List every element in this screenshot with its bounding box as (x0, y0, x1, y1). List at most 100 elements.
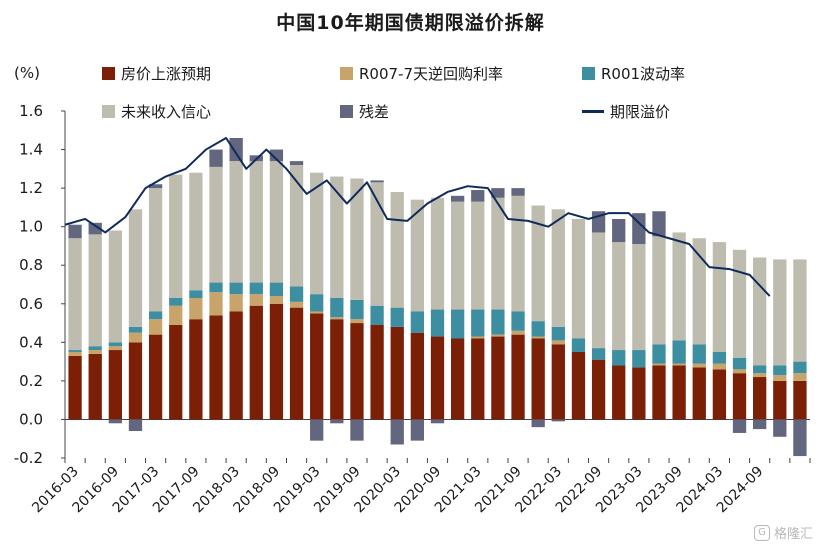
bar-segment (471, 190, 485, 202)
bar-segment (128, 419, 143, 432)
bar-segment (209, 292, 223, 316)
bar-segment (531, 336, 545, 339)
y-tick-label: 0.4 (19, 333, 43, 351)
bar-segment (793, 373, 807, 381)
bar-segment (108, 342, 122, 347)
legend-item-r007: R007-7天逆回购利率 (340, 63, 503, 84)
y-tick-label: 0.6 (19, 295, 43, 313)
bar-segment (148, 319, 163, 335)
bar-segment (692, 238, 706, 345)
bar-segment (491, 336, 505, 420)
bar-segment (450, 201, 465, 310)
bar-segment (773, 259, 787, 366)
bar-segment (330, 419, 344, 424)
bar-segment (88, 234, 102, 347)
bar-segment (450, 309, 465, 339)
bar-segment (128, 326, 143, 333)
bar-segment (410, 332, 425, 420)
bar-segment (491, 188, 505, 198)
bar-segment (249, 294, 263, 306)
bar-segment (753, 257, 767, 366)
bar-segment (652, 365, 666, 420)
watermark-text: 格隆汇 (773, 527, 813, 542)
y-tick-label: 1.4 (19, 141, 43, 159)
bar-segment (310, 313, 324, 420)
bar-segment (793, 419, 807, 457)
bar-segment (511, 311, 525, 331)
bar-segment (209, 282, 223, 293)
bar-segment (330, 319, 344, 420)
bar-segment (189, 290, 203, 298)
bar-segment (632, 367, 646, 420)
bar-segment (249, 282, 263, 295)
bar-segment (491, 334, 505, 337)
bar-segment (189, 297, 203, 320)
legend-label: R001波动率 (601, 65, 686, 83)
bar-segment (289, 164, 304, 287)
chart-title: 中国10年期国债期限溢价拆解 (276, 12, 545, 34)
bar-segment (108, 230, 122, 343)
bar-segment (148, 188, 163, 312)
bar-segment (148, 334, 163, 420)
bar-segment (229, 294, 243, 312)
bar-segment (289, 286, 304, 302)
bar-segment (88, 222, 102, 235)
bar-segment (189, 319, 203, 420)
bar-segment (169, 324, 183, 420)
bar-segment (773, 380, 787, 420)
bar-segment (571, 351, 586, 420)
bar-segment (128, 332, 143, 343)
bar-segment (350, 299, 364, 320)
bar-segment (471, 201, 485, 310)
bar-segment (591, 348, 606, 360)
bar-segment (773, 365, 787, 376)
bar-segment (632, 244, 646, 351)
bar-segment (672, 340, 686, 364)
bar-segment (551, 340, 565, 345)
bar-segment (88, 350, 102, 354)
bar-segment (551, 326, 565, 341)
bar-segment (511, 188, 525, 196)
bar-segment (571, 338, 586, 352)
bar-segment (571, 218, 586, 339)
bar-segment (249, 161, 263, 283)
bar-segment (430, 309, 445, 337)
bar-segment (370, 182, 384, 306)
bar-segment (732, 249, 747, 358)
bar-segment (793, 361, 807, 374)
bar-segment (612, 350, 626, 366)
bar-segment (753, 373, 767, 378)
bar-segment (652, 344, 666, 364)
bar-segment (753, 419, 767, 430)
bar-segment (189, 172, 203, 291)
bar-segment (753, 377, 767, 420)
bar-segment (229, 161, 243, 283)
bar-segment (68, 351, 82, 356)
bar-segment (672, 363, 686, 366)
bar-segment (712, 369, 727, 420)
legend-label: 房价上涨预期 (121, 65, 212, 83)
bar-segment (672, 232, 686, 341)
watermark-logo-icon: G (753, 524, 770, 541)
bar-segment (410, 199, 425, 312)
legend-swatch (340, 105, 353, 118)
bar-segment (108, 346, 122, 351)
bar-segment (169, 305, 183, 325)
legend-label: 残差 (359, 103, 390, 121)
bar-segment (430, 336, 445, 420)
bar-segment (269, 161, 284, 283)
bar-segment (128, 209, 143, 327)
bar-segment (410, 311, 425, 333)
bar-segment (612, 365, 626, 420)
bar-segment (269, 282, 284, 297)
bar-segment (330, 297, 344, 318)
legend-item-housing: 房价上涨预期 (102, 63, 211, 84)
bar-segment (148, 184, 163, 189)
bar-segment (551, 419, 565, 422)
bar-segment (753, 365, 767, 374)
legend-line (582, 110, 604, 113)
bar-segment (148, 311, 163, 320)
bar-segment (531, 338, 545, 420)
bar-segment (652, 211, 666, 237)
